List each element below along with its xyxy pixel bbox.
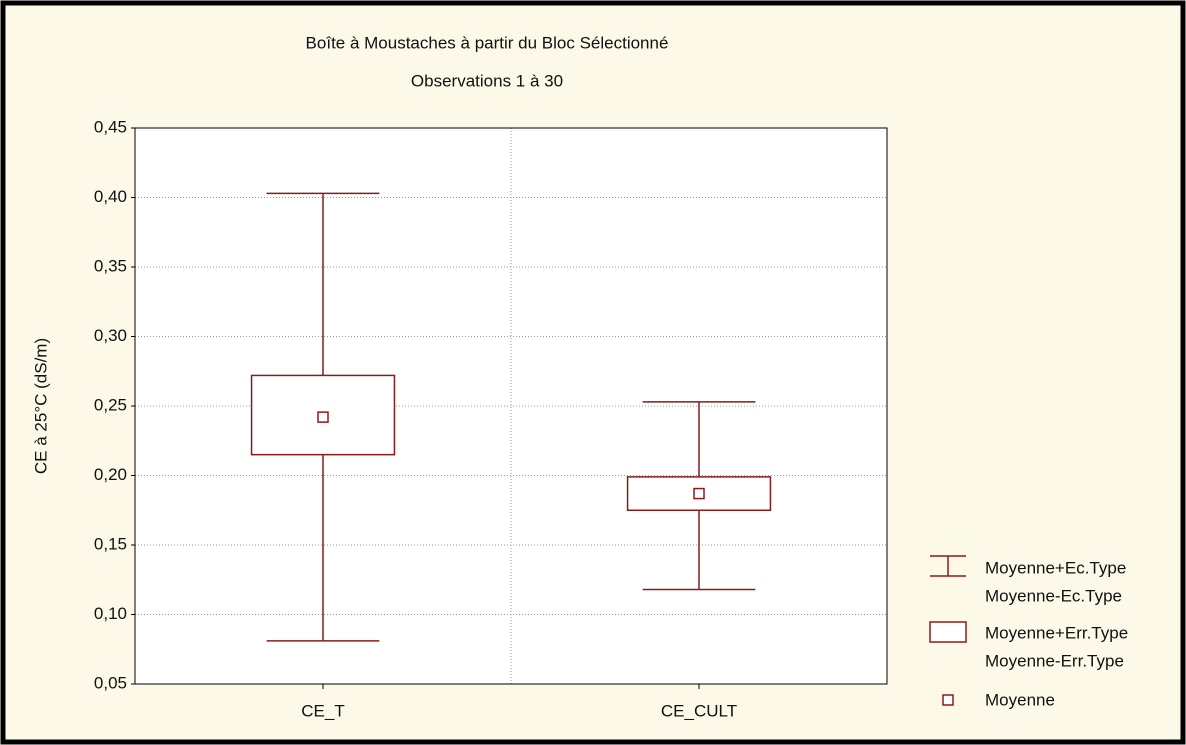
legend-label: Moyenne [985, 690, 1055, 709]
legend-label: Moyenne+Err.Type [985, 623, 1128, 642]
legend-mean [942, 694, 954, 706]
chart-subtitle: Observations 1 à 30 [411, 71, 563, 90]
y-tick-label: 0,15 [94, 534, 127, 553]
y-tick-label: 0,05 [94, 673, 127, 692]
y-axis-label: CE à 25°C (dS/m) [31, 338, 50, 474]
mean-marker [317, 411, 329, 423]
legend-label: Moyenne-Err.Type [985, 651, 1124, 670]
y-tick-label: 0,20 [94, 465, 127, 484]
y-tick-label: 0,35 [94, 256, 127, 275]
y-tick-label: 0,10 [94, 604, 127, 623]
mean-marker [693, 487, 705, 500]
y-tick-label: 0,45 [94, 117, 127, 136]
y-tick-label: 0,25 [94, 395, 127, 414]
x-tick-label: CE_CULT [661, 701, 737, 720]
legend-label: Moyenne+Ec.Type [985, 558, 1126, 577]
y-tick-label: 0,30 [94, 326, 127, 345]
y-tick-label: 0,40 [94, 187, 127, 206]
x-tick-label: CE_T [301, 701, 344, 720]
legend-box [929, 621, 967, 643]
plot-frame [134, 127, 888, 685]
legend-label: Moyenne-Ec.Type [985, 586, 1122, 605]
chart-title: Boîte à Moustaches à partir du Bloc Séle… [306, 33, 669, 52]
